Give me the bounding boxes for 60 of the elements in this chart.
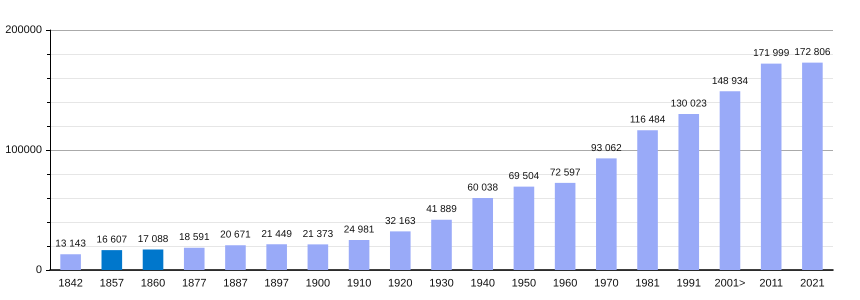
bar bbox=[472, 198, 494, 270]
bar bbox=[348, 240, 370, 270]
bar bbox=[554, 182, 576, 270]
x-tick-label: 1910 bbox=[346, 278, 372, 290]
x-tick-label: 2021 bbox=[800, 278, 825, 290]
data-label: 116 484 bbox=[630, 114, 666, 126]
data-label: 21 373 bbox=[302, 228, 334, 240]
data-label: 13 143 bbox=[55, 238, 86, 250]
bar bbox=[514, 186, 534, 270]
y-tick-label: 100000 bbox=[5, 144, 42, 156]
bar bbox=[184, 248, 205, 270]
bar bbox=[225, 245, 246, 270]
x-tick-label: 1960 bbox=[552, 278, 578, 290]
bar bbox=[431, 220, 452, 270]
data-label: 60 038 bbox=[467, 182, 498, 194]
x-tick-label: 1900 bbox=[306, 278, 330, 290]
data-label: 171 999 bbox=[753, 48, 790, 60]
x-tick-label: 1970 bbox=[594, 278, 619, 290]
bar bbox=[678, 114, 700, 270]
bar bbox=[308, 244, 328, 270]
x-tick-label: 1860 bbox=[140, 278, 166, 290]
x-tick-label: 1930 bbox=[429, 278, 454, 290]
bar bbox=[142, 249, 164, 270]
x-tick-label: 1857 bbox=[100, 278, 124, 290]
bar bbox=[760, 64, 782, 270]
data-label: 72 597 bbox=[550, 167, 581, 178]
x-tick-label: 1877 bbox=[182, 278, 206, 290]
bar bbox=[60, 254, 81, 270]
data-label: 130 023 bbox=[670, 98, 708, 110]
data-label: 32 163 bbox=[384, 216, 416, 227]
data-label: 18 591 bbox=[178, 232, 210, 244]
bar bbox=[596, 158, 617, 270]
x-tick-label: 1897 bbox=[264, 278, 289, 290]
x-tick-label: 2011 bbox=[759, 278, 784, 290]
y-tick-label: 200000 bbox=[5, 24, 42, 36]
x-tick-label: 1940 bbox=[470, 278, 495, 290]
x-tick-label: 1842 bbox=[58, 278, 83, 290]
bar bbox=[390, 231, 411, 270]
y-tick-label: 0 bbox=[36, 264, 42, 276]
bar bbox=[720, 91, 740, 270]
data-label: 21 449 bbox=[261, 228, 292, 240]
bar bbox=[102, 250, 122, 270]
data-label: 148 934 bbox=[712, 76, 748, 87]
data-label: 16 607 bbox=[96, 234, 128, 246]
x-tick-label: 1887 bbox=[223, 278, 248, 290]
x-tick-label: 1950 bbox=[512, 278, 536, 290]
data-label: 20 671 bbox=[220, 230, 252, 241]
bar bbox=[266, 244, 287, 270]
data-label: 41 889 bbox=[426, 204, 458, 216]
data-label: 24 981 bbox=[344, 224, 375, 236]
bar bbox=[637, 130, 658, 270]
bar bbox=[802, 62, 823, 270]
x-tick-label: 1981 bbox=[635, 278, 660, 290]
data-label: 93 062 bbox=[591, 142, 622, 154]
data-label: 17 088 bbox=[138, 234, 169, 245]
x-tick-label: 2001> bbox=[714, 278, 746, 290]
x-tick-label: 1991 bbox=[676, 278, 702, 290]
data-label: 172 806 bbox=[794, 47, 831, 58]
data-label: 69 504 bbox=[508, 171, 540, 182]
x-tick-label: 1920 bbox=[388, 278, 413, 290]
